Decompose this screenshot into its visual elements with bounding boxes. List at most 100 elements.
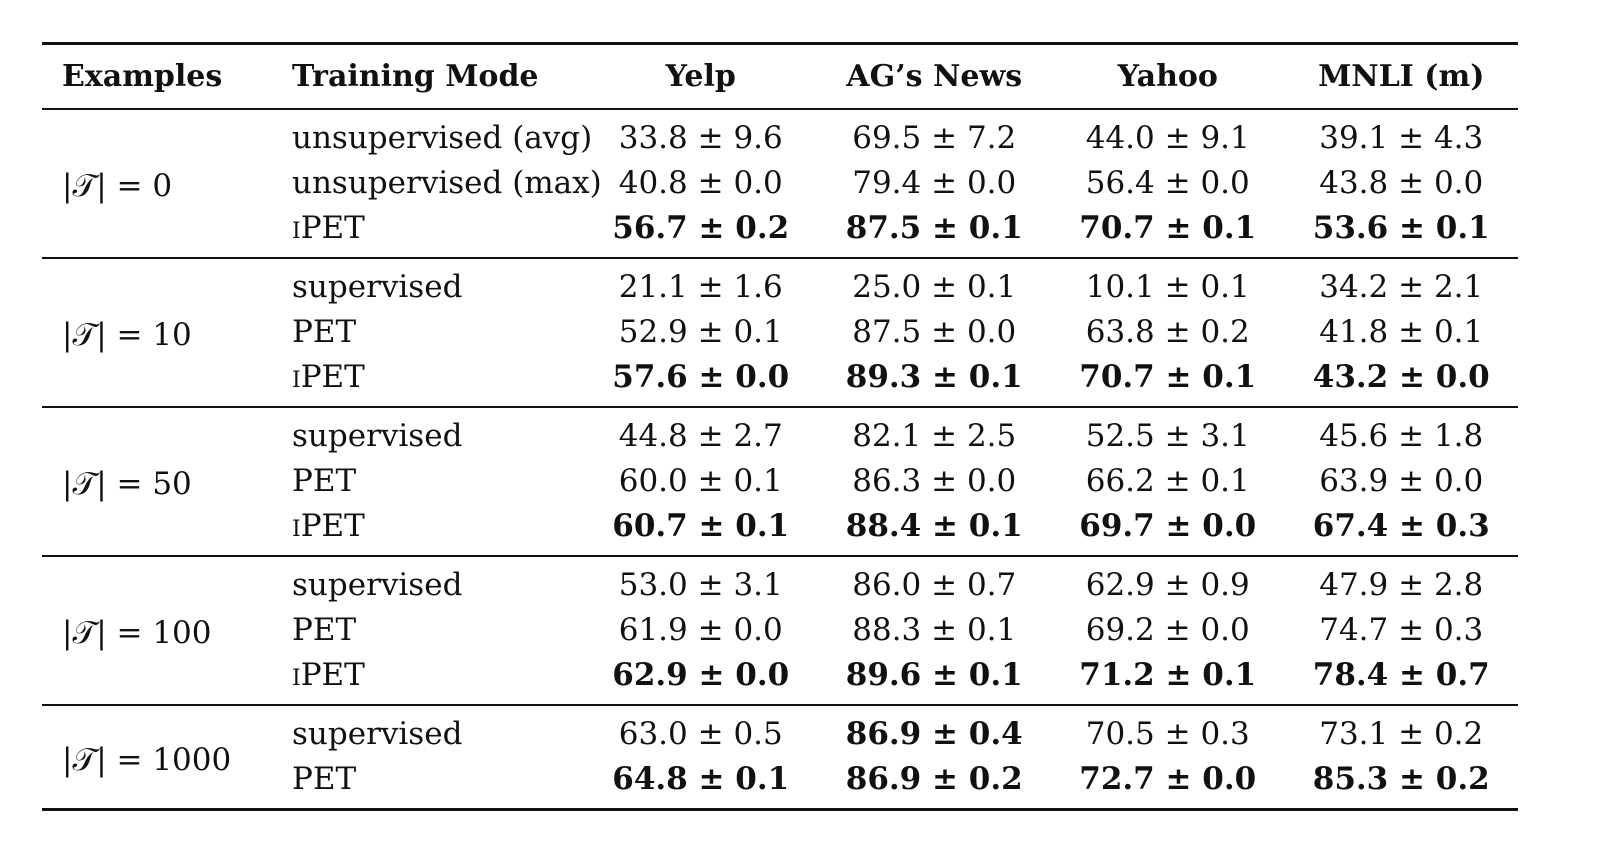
value-cell: 70.7 ± 0.1 bbox=[1079, 210, 1257, 246]
training-mode-cell: supervised bbox=[292, 269, 463, 305]
table-row: |𝒯| = 10 supervised 21.1 ± 1.6 25.0 ± 0.1 10… bbox=[42, 258, 1518, 351]
value-cell: 70.7 ± 0.1 bbox=[1079, 359, 1257, 395]
value-cell: 69.5 ± 7.2 bbox=[852, 120, 1017, 156]
table-row: PET 52.9 ± 0.1 87.5 ± 0.0 63.8 ± 0.2 41.8 ± … bbox=[42, 310, 1518, 355]
value-cell: 56.7 ± 0.2 bbox=[612, 210, 790, 246]
value-cell: 78.4 ± 0.7 bbox=[1312, 657, 1490, 693]
training-mode-cell: PET bbox=[292, 314, 357, 350]
training-mode-cell: PET bbox=[292, 761, 357, 797]
value-cell: 88.3 ± 0.1 bbox=[852, 612, 1017, 648]
header-training-mode: Training Mode bbox=[272, 42, 584, 110]
training-mode-cell: supervised bbox=[292, 567, 463, 603]
value-cell: 70.5 ± 0.3 bbox=[1085, 716, 1250, 752]
value-cell: 89.6 ± 0.1 bbox=[845, 657, 1023, 693]
table-row: |𝒯| = 100 supervised 53.0 ± 3.1 86.0 ± 0.7 6… bbox=[42, 556, 1518, 649]
value-cell: 52.9 ± 0.1 bbox=[618, 314, 783, 350]
training-mode-cell: iPET bbox=[292, 657, 365, 693]
row-group: |𝒯| = 0 unsupervised (avg) 33.8 ± 9.6 69.5 … bbox=[42, 109, 1518, 258]
value-cell: 41.8 ± 0.1 bbox=[1319, 314, 1484, 350]
value-cell: 85.3 ± 0.2 bbox=[1312, 761, 1490, 797]
value-cell: 25.0 ± 0.1 bbox=[852, 269, 1017, 305]
value-cell: 39.1 ± 4.3 bbox=[1319, 120, 1484, 156]
value-cell: 71.2 ± 0.1 bbox=[1079, 657, 1257, 693]
value-cell: 62.9 ± 0.0 bbox=[612, 657, 790, 693]
value-cell: 10.1 ± 0.1 bbox=[1085, 269, 1250, 305]
table-header: Examples Training Mode Yelp AG’s News Ya… bbox=[42, 42, 1518, 110]
table-row: unsupervised (max) 40.8 ± 0.0 79.4 ± 0.0 56… bbox=[42, 161, 1518, 206]
value-cell: 34.2 ± 2.1 bbox=[1319, 269, 1484, 305]
table-row: iPET 60.7 ± 0.1 88.4 ± 0.1 69.7 ± 0.0 67.4 ±… bbox=[42, 504, 1518, 556]
value-cell: 40.8 ± 0.0 bbox=[618, 165, 783, 201]
value-cell: 69.2 ± 0.0 bbox=[1085, 612, 1250, 648]
row-group: |𝒯| = 50 supervised 44.8 ± 2.7 82.1 ± 2.5 52… bbox=[42, 407, 1518, 556]
value-cell: 43.2 ± 0.0 bbox=[1312, 359, 1490, 395]
value-cell: 88.4 ± 0.1 bbox=[845, 508, 1023, 544]
value-cell: 79.4 ± 0.0 bbox=[852, 165, 1017, 201]
row-group: |𝒯| = 10 supervised 21.1 ± 1.6 25.0 ± 0.1 10… bbox=[42, 258, 1518, 407]
examples-cell: |𝒯| = 50 bbox=[62, 466, 192, 502]
value-cell: 21.1 ± 1.6 bbox=[618, 269, 783, 305]
value-cell: 86.3 ± 0.0 bbox=[852, 463, 1017, 499]
table-row: |𝒯| = 0 unsupervised (avg) 33.8 ± 9.6 69.5 … bbox=[42, 109, 1518, 202]
training-mode-cell: unsupervised (avg) bbox=[292, 120, 593, 156]
value-cell: 52.5 ± 3.1 bbox=[1085, 418, 1250, 454]
header-row: Examples Training Mode Yelp AG’s News Ya… bbox=[42, 42, 1518, 110]
value-cell: 86.0 ± 0.7 bbox=[852, 567, 1017, 603]
header-mnli: MNLI (m) bbox=[1284, 42, 1518, 110]
value-cell: 82.1 ± 2.5 bbox=[852, 418, 1017, 454]
value-cell: 87.5 ± 0.0 bbox=[852, 314, 1017, 350]
value-cell: 63.8 ± 0.2 bbox=[1085, 314, 1250, 350]
value-cell: 43.8 ± 0.0 bbox=[1319, 165, 1484, 201]
value-cell: 63.0 ± 0.5 bbox=[618, 716, 783, 752]
value-cell: 69.7 ± 0.0 bbox=[1079, 508, 1257, 544]
results-table: Examples Training Mode Yelp AG’s News Ya… bbox=[42, 42, 1518, 811]
value-cell: 86.9 ± 0.2 bbox=[845, 761, 1023, 797]
results-table-container: Examples Training Mode Yelp AG’s News Ya… bbox=[42, 42, 1518, 811]
table-row: PET 61.9 ± 0.0 88.3 ± 0.1 69.2 ± 0.0 74.7 ± … bbox=[42, 608, 1518, 653]
value-cell: 61.9 ± 0.0 bbox=[618, 612, 783, 648]
value-cell: 86.9 ± 0.4 bbox=[845, 716, 1023, 752]
training-mode-cell: iPET bbox=[292, 359, 365, 395]
table-row: |𝒯| = 1000 supervised 63.0 ± 0.5 86.9 ± 0.4… bbox=[42, 705, 1518, 775]
value-cell: 87.5 ± 0.1 bbox=[845, 210, 1023, 246]
row-group: |𝒯| = 1000 supervised 63.0 ± 0.5 86.9 ± 0.4… bbox=[42, 705, 1518, 810]
training-mode-cell: PET bbox=[292, 612, 357, 648]
value-cell: 64.8 ± 0.1 bbox=[612, 761, 790, 797]
value-cell: 47.9 ± 2.8 bbox=[1319, 567, 1484, 603]
value-cell: 72.7 ± 0.0 bbox=[1079, 761, 1257, 797]
value-cell: 67.4 ± 0.3 bbox=[1312, 508, 1490, 544]
value-cell: 60.0 ± 0.1 bbox=[618, 463, 783, 499]
table-row: PET 60.0 ± 0.1 86.3 ± 0.0 66.2 ± 0.1 63.9 ± … bbox=[42, 459, 1518, 504]
value-cell: 63.9 ± 0.0 bbox=[1319, 463, 1484, 499]
value-cell: 33.8 ± 9.6 bbox=[618, 120, 783, 156]
training-mode-cell: iPET bbox=[292, 210, 365, 246]
value-cell: 89.3 ± 0.1 bbox=[845, 359, 1023, 395]
training-mode-cell: unsupervised (max) bbox=[292, 165, 602, 201]
examples-cell: |𝒯| = 0 bbox=[62, 168, 173, 204]
value-cell: 44.8 ± 2.7 bbox=[618, 418, 783, 454]
table-row: PET 64.8 ± 0.1 86.9 ± 0.2 72.7 ± 0.0 85.3 ± … bbox=[42, 757, 1518, 810]
training-mode-cell: supervised bbox=[292, 716, 463, 752]
header-yelp: Yelp bbox=[584, 42, 818, 110]
header-examples: Examples bbox=[42, 42, 272, 110]
table-row: |𝒯| = 50 supervised 44.8 ± 2.7 82.1 ± 2.5 52… bbox=[42, 407, 1518, 500]
examples-cell: |𝒯| = 10 bbox=[62, 317, 192, 353]
value-cell: 44.0 ± 9.1 bbox=[1085, 120, 1250, 156]
table-row: iPET 56.7 ± 0.2 87.5 ± 0.1 70.7 ± 0.1 53.6 ±… bbox=[42, 206, 1518, 258]
value-cell: 74.7 ± 0.3 bbox=[1319, 612, 1484, 648]
header-yahoo: Yahoo bbox=[1051, 42, 1285, 110]
examples-cell: |𝒯| = 100 bbox=[62, 615, 212, 651]
value-cell: 45.6 ± 1.8 bbox=[1319, 418, 1484, 454]
examples-cell: |𝒯| = 1000 bbox=[62, 741, 232, 778]
header-ag-news: AG’s News bbox=[817, 42, 1051, 110]
value-cell: 73.1 ± 0.2 bbox=[1319, 716, 1484, 752]
value-cell: 56.4 ± 0.0 bbox=[1085, 165, 1250, 201]
table-row: iPET 62.9 ± 0.0 89.6 ± 0.1 71.2 ± 0.1 78.4 ±… bbox=[42, 653, 1518, 705]
training-mode-cell: supervised bbox=[292, 418, 463, 454]
value-cell: 66.2 ± 0.1 bbox=[1085, 463, 1250, 499]
value-cell: 62.9 ± 0.9 bbox=[1085, 567, 1250, 603]
table-row: iPET 57.6 ± 0.0 89.3 ± 0.1 70.7 ± 0.1 43.2 ±… bbox=[42, 355, 1518, 407]
value-cell: 60.7 ± 0.1 bbox=[612, 508, 790, 544]
training-mode-cell: iPET bbox=[292, 508, 365, 544]
value-cell: 53.6 ± 0.1 bbox=[1312, 210, 1490, 246]
